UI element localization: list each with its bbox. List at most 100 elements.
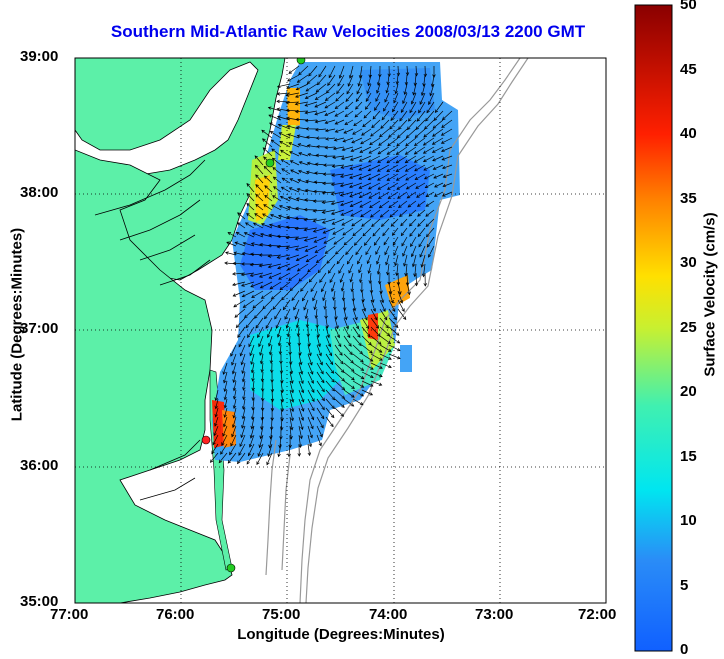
vector-arrow (220, 443, 228, 455)
vector-arrowhead (271, 148, 275, 152)
vector-arrow (378, 137, 390, 146)
vector-arrow (306, 254, 318, 262)
vector-arrow (280, 416, 283, 430)
vector-arrowhead (340, 212, 345, 216)
vector-arrowhead (395, 151, 400, 155)
vector-arrow (277, 116, 291, 121)
vector-arrow (223, 371, 228, 383)
vector-arrow (358, 164, 372, 171)
vector-arrowhead (374, 316, 378, 321)
vector-arrow (397, 299, 405, 312)
vector-arrowhead (377, 177, 381, 181)
vector-arrowhead (329, 279, 333, 284)
vector-arrow (368, 164, 381, 172)
vector-arrow (379, 362, 392, 368)
vector-arrow (296, 83, 309, 91)
vector-arrow (261, 362, 264, 373)
vector-arrow (307, 371, 314, 384)
vector-arrow (361, 317, 369, 329)
vector-arrowhead (275, 325, 279, 329)
vector-arrowhead (396, 186, 401, 190)
vector-arrow (384, 245, 390, 255)
vector-arrowhead (231, 433, 235, 438)
colorbar-gradient (634, 4, 673, 652)
vector-arrow (218, 452, 228, 463)
vector-arrowhead (254, 155, 259, 159)
vector-arrowhead (367, 168, 372, 172)
vector-arrowhead (241, 262, 245, 266)
vector-arrowhead (387, 340, 392, 345)
vector-arrow (372, 110, 381, 120)
vector-arrow (406, 182, 417, 190)
vector-arrowhead (422, 158, 427, 162)
vector-arrow (242, 407, 246, 419)
vector-arrowhead (317, 269, 322, 274)
vector-arrowhead (260, 388, 265, 392)
vector-arrow (423, 128, 435, 138)
vector-arrow (351, 137, 363, 144)
vector-arrowhead (377, 186, 382, 190)
vector-arrow (396, 182, 408, 190)
vector-arrowhead (405, 134, 410, 139)
vector-arrow (387, 146, 399, 155)
vector-arrowhead (412, 91, 416, 96)
vector-arrow (298, 380, 304, 393)
vector-arrow (415, 182, 426, 189)
vector-arrow (230, 344, 237, 357)
vector-arrowhead (251, 378, 255, 382)
vector-arrow (325, 389, 335, 400)
vector-arrow (338, 263, 345, 274)
vector-arrow (259, 272, 273, 278)
vector-arrow (343, 362, 355, 372)
vector-arrow (380, 119, 390, 129)
vector-arrowhead (331, 405, 335, 410)
vector-arrow (316, 254, 327, 263)
vector-arrowhead (314, 162, 319, 166)
vector-arrow (377, 182, 390, 190)
vector-arrowhead (358, 176, 363, 180)
vector-arrow (281, 186, 291, 193)
vector-arrow (370, 290, 374, 303)
vector-arrow (307, 162, 318, 166)
vector-arrowhead (330, 192, 335, 196)
vector-arrowhead (302, 297, 306, 302)
vector-arrow (382, 227, 390, 236)
vector-arrowhead (371, 124, 375, 129)
vector-arrowhead (324, 97, 329, 101)
vector-arrow (379, 200, 390, 209)
vector-arrowhead (305, 179, 310, 183)
vector-arrow (261, 416, 264, 430)
vector-arrowhead (384, 98, 388, 103)
vector-arrow (295, 119, 309, 121)
vector-arrowhead (306, 135, 310, 139)
vector-arrowhead (259, 435, 263, 440)
vector-arrow (344, 119, 354, 125)
vector-arrow (352, 299, 356, 311)
vector-arrowhead (357, 334, 361, 338)
vector-arrow (243, 389, 246, 400)
vector-arrowhead (295, 87, 300, 91)
vector-arrowhead (298, 444, 303, 449)
vector-arrowhead (311, 407, 315, 412)
vector-arrow (360, 137, 372, 145)
vector-arrowhead (307, 343, 311, 347)
vector-arrow (419, 92, 426, 105)
vector-arrow (414, 74, 417, 86)
vector-arrow (368, 173, 381, 181)
vector-arrowhead (334, 121, 339, 125)
vector-arrow (370, 335, 382, 345)
vector-arrowhead (340, 165, 345, 169)
vector-arrow (246, 203, 255, 211)
vector-arrow (392, 227, 399, 236)
vector-arrowhead (396, 348, 401, 352)
vector-arrowhead (269, 122, 273, 126)
vector-arrow (349, 191, 363, 198)
vector-arrow (343, 389, 355, 398)
vector-arrowhead (270, 296, 275, 300)
vector-arrow (307, 416, 314, 429)
vector-arrowhead (289, 160, 294, 164)
vector-arrow (347, 74, 354, 87)
vector-arrowhead (330, 414, 335, 419)
vector-arrowhead (242, 396, 246, 401)
vector-arrowhead (285, 325, 290, 329)
